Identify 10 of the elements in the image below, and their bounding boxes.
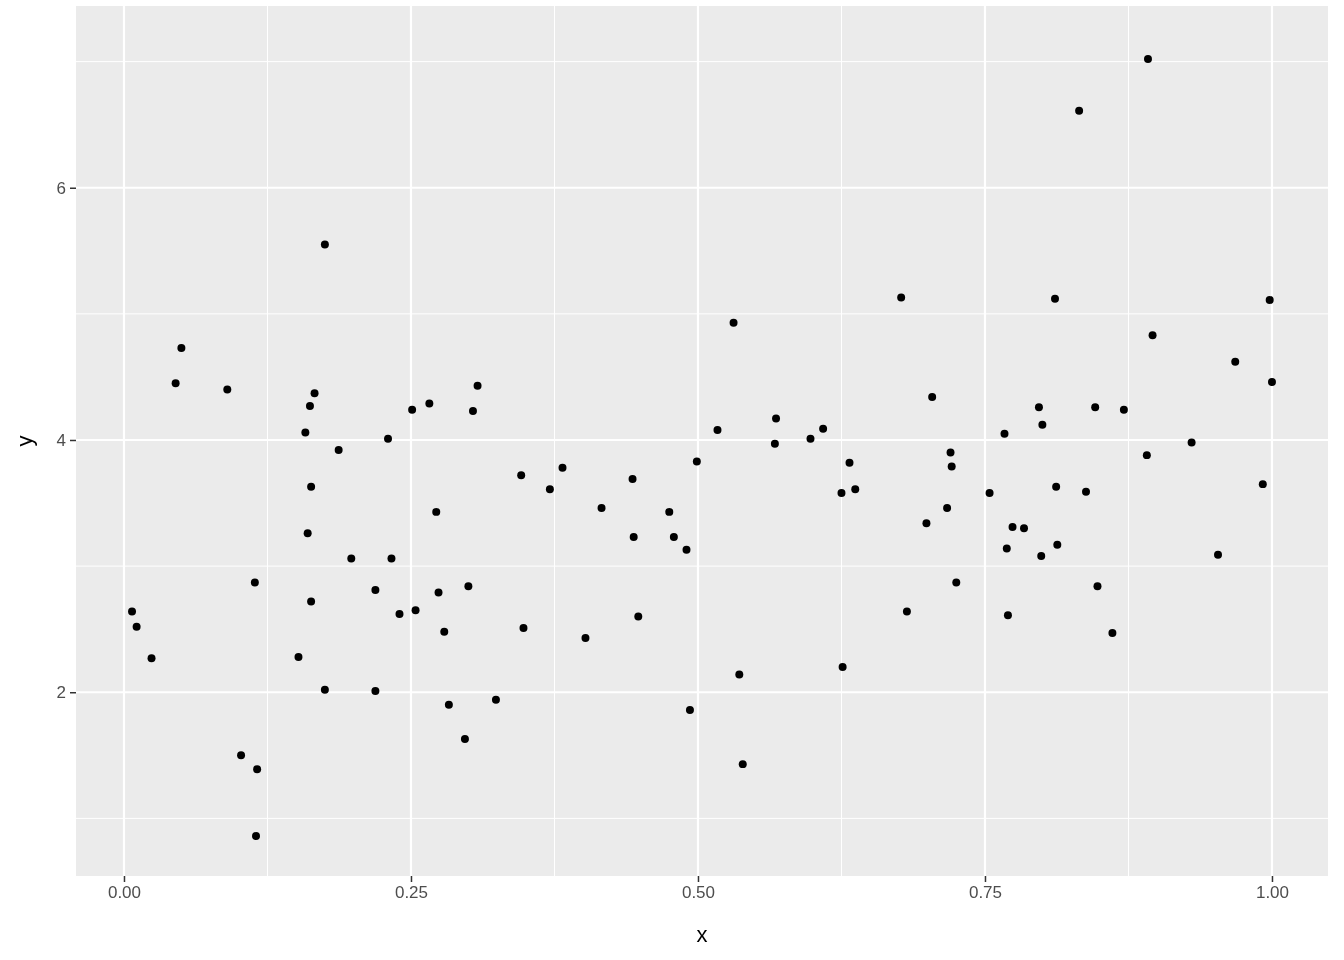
y-axis-title: y [12, 435, 37, 447]
x-tick-label: 0.50 [681, 883, 716, 903]
x-tick-label: 0.75 [968, 883, 1003, 903]
x-axis-title: x [696, 922, 708, 947]
x-tick-label: 1.00 [1255, 883, 1290, 903]
y-tick-label: 6 [56, 178, 66, 198]
y-tick-label: 2 [56, 683, 66, 703]
x-tick-label: 0.25 [394, 883, 429, 903]
x-tick-label: 0.00 [107, 883, 142, 903]
y-tick-label: 4 [56, 430, 66, 450]
